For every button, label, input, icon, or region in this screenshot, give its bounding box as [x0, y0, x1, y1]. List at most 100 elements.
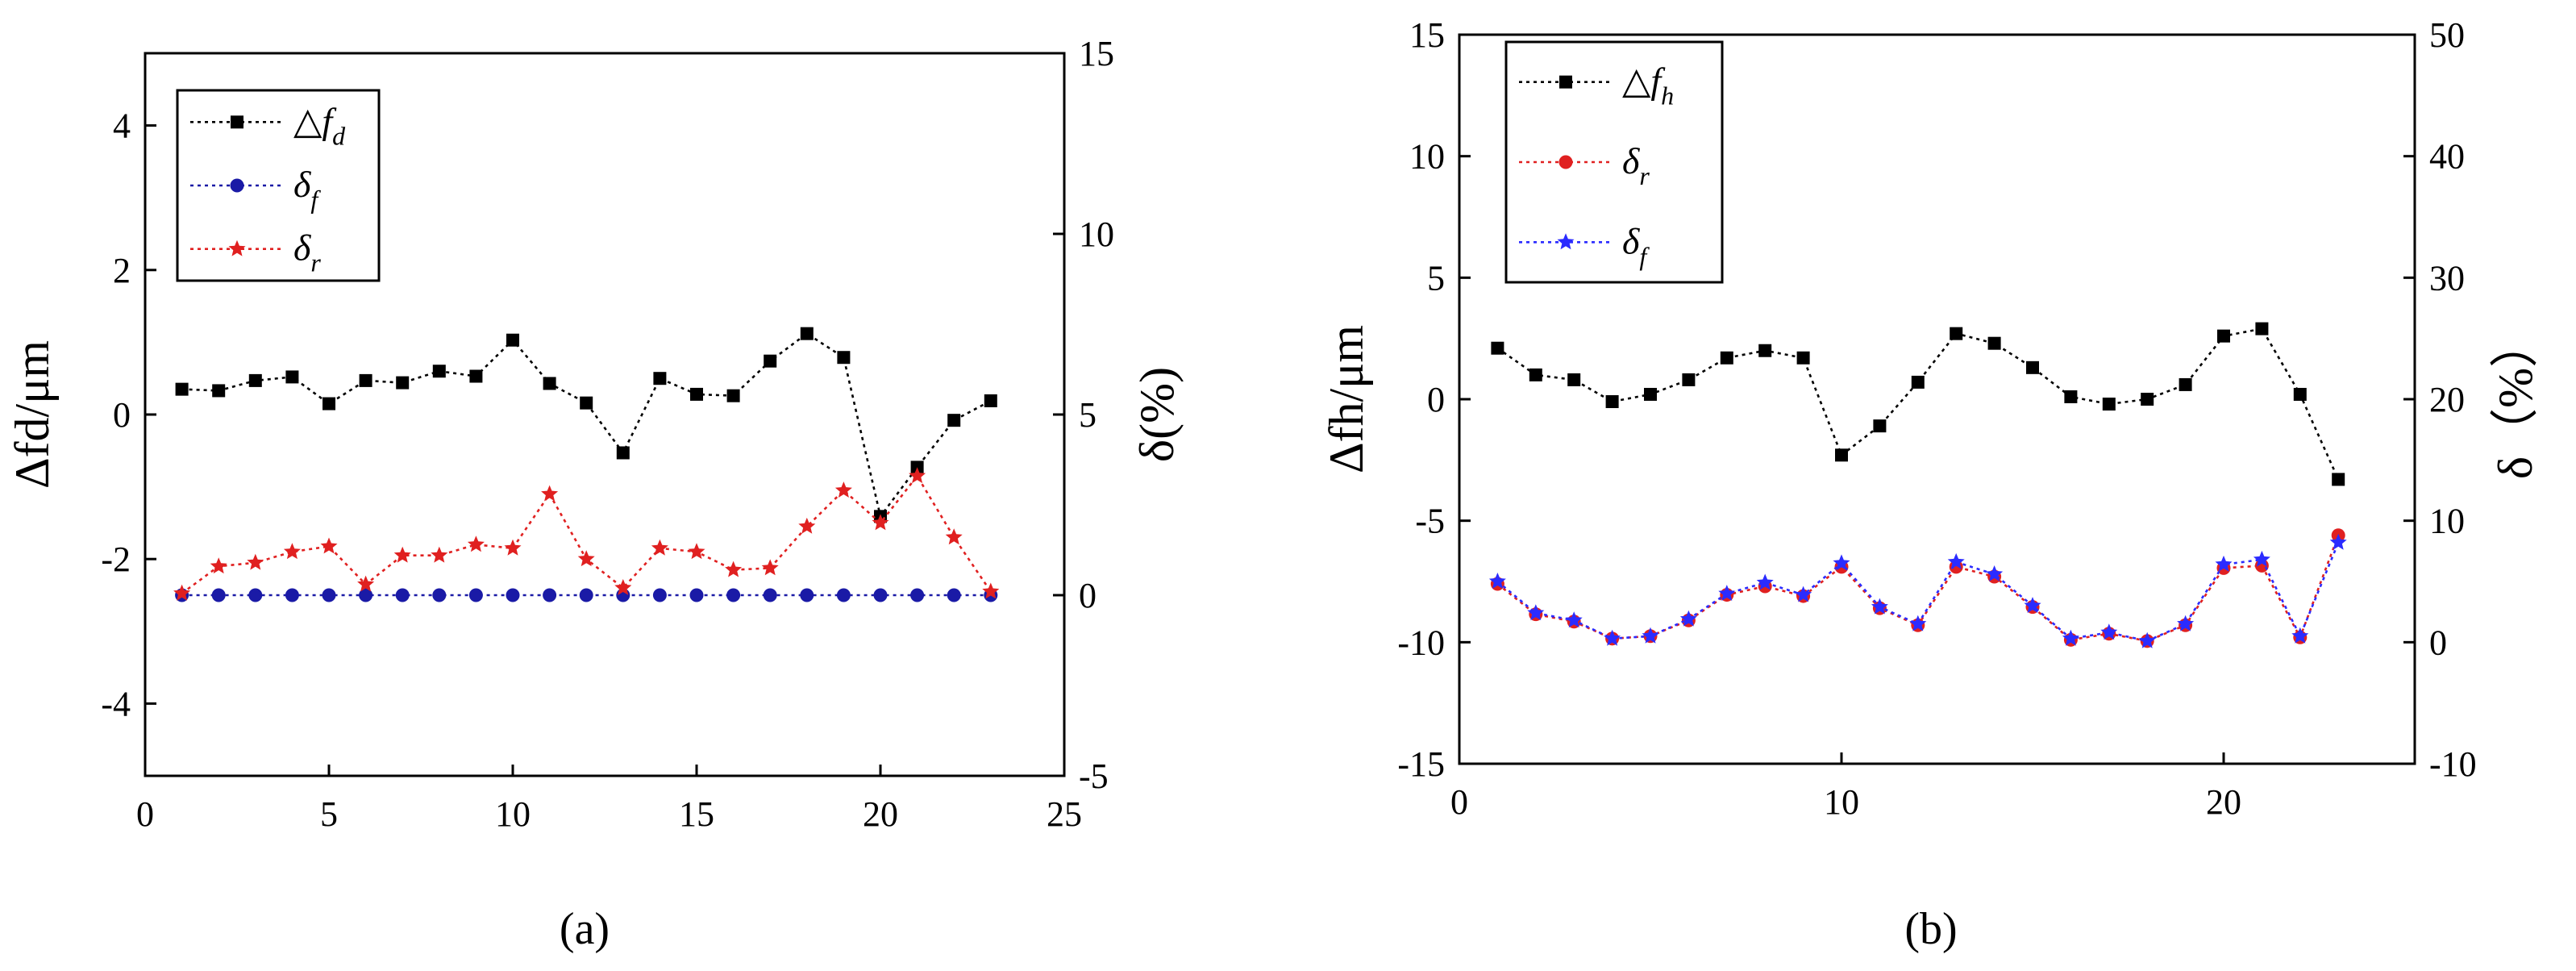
- data-point: [393, 546, 411, 563]
- y-tick-label-left: -4: [101, 684, 131, 723]
- data-point: [285, 370, 299, 384]
- legend-label: δr: [1622, 140, 1650, 190]
- data-point: [1682, 373, 1696, 386]
- legend-box: [1504, 40, 1724, 284]
- data-point: [1644, 387, 1657, 401]
- data-point: [248, 588, 263, 602]
- data-point: [431, 546, 448, 563]
- data-point: [1604, 629, 1621, 646]
- y-tick-label-right: 0: [1079, 576, 1097, 615]
- legend-label: △fh: [1622, 60, 1674, 110]
- data-point: [1491, 341, 1504, 355]
- data-point: [651, 539, 668, 556]
- data-point: [285, 588, 299, 602]
- data-point: [689, 588, 704, 602]
- legend-marker: [231, 115, 243, 129]
- y-tick-label-right: 0: [2429, 623, 2447, 662]
- y-tick-label-left: 10: [1409, 137, 1445, 177]
- data-point: [504, 539, 522, 556]
- data-point: [2255, 322, 2269, 335]
- y-tick-label-left: -5: [1415, 502, 1445, 541]
- data-point: [469, 369, 483, 383]
- data-point: [616, 446, 630, 460]
- series-δr: [1490, 528, 2345, 648]
- data-point: [1758, 344, 1772, 357]
- series-Δfh: [1491, 322, 2345, 486]
- data-point: [396, 376, 410, 390]
- x-tick-label: 15: [679, 794, 714, 834]
- data-point: [800, 588, 814, 602]
- data-point: [283, 543, 301, 560]
- y-tick-label-right: 10: [2429, 502, 2465, 541]
- data-point: [1835, 448, 1848, 462]
- data-point: [653, 372, 667, 385]
- data-point: [837, 351, 851, 365]
- x-tick-label: 25: [1047, 794, 1082, 834]
- y-tick-label-right: 40: [2429, 137, 2465, 177]
- data-point: [764, 354, 777, 368]
- data-point: [947, 414, 961, 427]
- x-tick-label: 20: [2206, 782, 2241, 822]
- panel-caption: (b): [1904, 904, 1957, 954]
- series-line: [181, 473, 992, 594]
- data-point: [726, 389, 740, 402]
- data-point: [248, 373, 262, 387]
- data-point: [2293, 387, 2307, 401]
- data-point: [2062, 629, 2079, 646]
- data-point: [1529, 368, 1542, 381]
- y-tick-label-left: 5: [1427, 258, 1445, 298]
- data-point: [2141, 393, 2154, 406]
- data-point: [1567, 373, 1581, 386]
- data-point: [1642, 627, 1659, 644]
- y-tick-label-right: -5: [1079, 756, 1109, 796]
- data-point: [725, 561, 743, 577]
- y-tick-label-right: 5: [1079, 395, 1097, 435]
- data-point: [2179, 377, 2192, 391]
- y-tick-label-right: 30: [2429, 258, 2465, 298]
- data-point: [1833, 554, 1850, 571]
- data-point: [2102, 398, 2116, 411]
- data-point: [2177, 615, 2195, 631]
- data-point: [2215, 555, 2233, 572]
- y-axis-label-right: δ(%): [1130, 367, 1184, 462]
- legend-label-main: δ: [1622, 140, 1640, 181]
- data-point: [1950, 327, 1963, 340]
- series-line: [1496, 327, 2340, 480]
- legend-label: △fd: [293, 100, 346, 150]
- data-point: [1873, 419, 1887, 433]
- data-point: [1871, 598, 1888, 615]
- series-δf: [175, 588, 998, 602]
- y-tick-label-left: -2: [101, 540, 131, 579]
- data-point: [210, 557, 227, 574]
- data-point: [688, 543, 705, 560]
- legend-marker: [1557, 233, 1575, 250]
- y-tick-label-left: -10: [1397, 623, 1445, 662]
- x-tick-label: 10: [495, 794, 531, 834]
- data-point: [2026, 360, 2039, 374]
- data-point: [1987, 336, 2001, 350]
- data-point: [2138, 631, 2156, 648]
- panel-caption: (a): [560, 904, 610, 954]
- data-point: [175, 382, 189, 396]
- data-point: [580, 396, 593, 410]
- x-tick-label: 5: [320, 794, 338, 834]
- x-tick-label: 20: [863, 794, 898, 834]
- data-point: [726, 588, 741, 602]
- data-point: [982, 582, 1000, 599]
- data-point: [432, 365, 446, 378]
- data-point: [541, 485, 559, 502]
- data-point: [2024, 597, 2041, 613]
- data-point: [1718, 585, 1736, 601]
- data-point: [763, 588, 777, 602]
- data-point: [506, 588, 520, 602]
- legend-label-main: △f: [1622, 60, 1666, 102]
- data-point: [2217, 329, 2230, 343]
- legend-marker: [1559, 155, 1573, 169]
- legend-label-sub: r: [1639, 161, 1650, 190]
- series-Δfd: [175, 327, 997, 523]
- data-point: [800, 327, 814, 340]
- y-axis-label-left: Δfh/μm: [1320, 325, 1373, 473]
- legend-label-main: δ: [293, 227, 311, 269]
- data-point: [395, 588, 410, 602]
